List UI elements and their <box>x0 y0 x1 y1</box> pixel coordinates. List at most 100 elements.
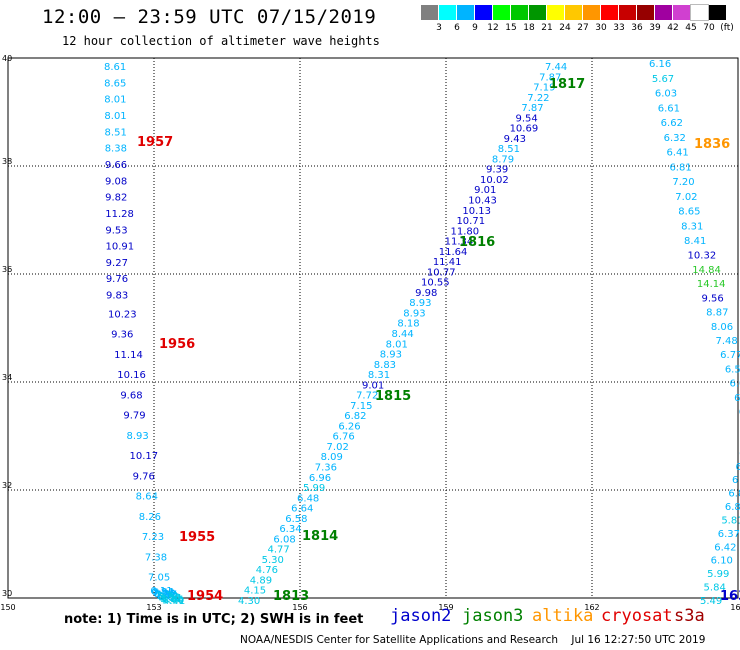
pass-time-label: 1815 <box>375 389 411 404</box>
wave-height-value: 6.41 <box>667 148 689 159</box>
wave-height-value: 6.56 <box>725 364 740 375</box>
wave-height-value: 7.55 <box>152 588 174 599</box>
lat-tick-label: 34 <box>2 373 12 382</box>
map-title: 12:00 – 23:59 UTC 07/15/2019 <box>42 6 377 28</box>
wave-height-value: 6.37 <box>718 529 740 540</box>
wave-height-value: 7.48 <box>716 336 738 347</box>
wave-height-value: 6.09 <box>729 379 740 390</box>
pass-time-label: 1814 <box>302 529 338 544</box>
wave-height-value: 6.03 <box>655 89 677 100</box>
pass-time-label: 1955 <box>179 530 215 545</box>
colorbar-label: 27 <box>577 23 589 33</box>
lat-tick-label: 32 <box>2 481 12 490</box>
lat-tick-label: 30 <box>2 589 12 598</box>
wave-height-value: 8.41 <box>684 236 706 247</box>
colorbar-swatch <box>421 5 438 20</box>
wave-height-value: 6.64 <box>291 504 313 515</box>
wave-height-value: 4.30 <box>238 596 260 607</box>
lon-tick-label: 159 <box>438 603 453 612</box>
wave-height-value: 4.41 <box>163 596 185 607</box>
colorbar-swatch <box>637 5 654 20</box>
wave-height-value: 6.42 <box>714 542 736 553</box>
wave-height-value: 6.96 <box>309 473 331 484</box>
wave-height-value: 5.49 <box>700 596 722 607</box>
wave-height-value: 7.87 <box>155 590 177 601</box>
lon-tick-label: 153 <box>146 603 161 612</box>
wave-height-value: 6 <box>732 475 738 486</box>
colorbar-label: 18 <box>523 23 535 33</box>
wave-height-value: 10.23 <box>108 309 137 320</box>
wave-height-value: 9.53 <box>105 225 127 236</box>
wave-height-value: 8.65 <box>104 78 126 89</box>
wave-height-value: 6.77 <box>720 350 740 361</box>
legend-altika: altika <box>532 606 594 626</box>
pass-time-label: 1954 <box>187 589 223 604</box>
colorbar-label: 24 <box>559 23 571 33</box>
wave-height-value: 8.38 <box>105 144 127 155</box>
wave-height-value: 4.77 <box>268 545 290 556</box>
wave-height-value: 6.5 <box>739 407 740 418</box>
wave-height-value: 6.32 <box>664 133 686 144</box>
wave-height-value: 10.32 <box>688 251 717 262</box>
wave-height-value: 8.83 <box>374 360 396 371</box>
wave-height-value: 11.80 <box>451 226 480 237</box>
wave-height-value: 9.54 <box>515 113 537 124</box>
wave-height-value: 8.01 <box>104 95 126 106</box>
colorbar-label: 70 <box>703 23 715 33</box>
wave-height-value: 9.76 <box>133 471 155 482</box>
map-frame <box>7 57 739 599</box>
wave-height-value: 8.51 <box>105 127 127 138</box>
wave-height-value: 6.16 <box>649 59 671 70</box>
wave-height-value: 8.87 <box>706 308 728 319</box>
pass-time-label: 1957 <box>137 135 173 150</box>
colorbar-label: 15 <box>505 23 517 33</box>
wave-height-value: 9.68 <box>120 390 142 401</box>
colorbar-swatch <box>493 5 510 20</box>
colorbar-swatch <box>565 5 582 20</box>
credit-line: NOAA/NESDIS Center for Satellite Applica… <box>240 634 706 646</box>
colorbar-swatch <box>529 5 546 20</box>
pass-time-label: 1813 <box>273 589 309 604</box>
wave-height-value: 9.08 <box>105 176 127 187</box>
wave-height-value: 4.95 <box>159 593 181 604</box>
lon-tick-label: 150 <box>0 603 15 612</box>
wave-height-value: 8.06 <box>711 322 733 333</box>
wave-height-value: 7.38 <box>145 552 167 563</box>
wave-height-value: 7.02 <box>327 442 349 453</box>
legend-jason3: jason3 <box>462 606 524 626</box>
wave-height-value: 7.72 <box>356 391 378 402</box>
wave-height-value: 5.50 <box>158 593 180 604</box>
colorbar-swatch <box>673 5 690 20</box>
wave-height-value: 7.10 <box>156 590 178 601</box>
wave-height-value: 14.84 <box>692 265 721 276</box>
wave-height-value: 10.69 <box>510 124 539 135</box>
wave-height-value: 9.56 <box>702 293 724 304</box>
wave-height-value: 9.01 <box>362 380 384 391</box>
wave-height-value: 4.89 <box>250 575 272 586</box>
wave-height-value: 6.10 <box>711 556 733 567</box>
lat-tick-label: 36 <box>2 265 12 274</box>
wave-height-value: 8.12 <box>154 589 176 600</box>
wave-height-value: 8.79 <box>492 154 514 165</box>
wave-height-value: 4.76 <box>256 565 278 576</box>
wave-height-value: 10.17 <box>130 451 159 462</box>
colorbar-label: 12 <box>487 23 499 33</box>
footer-note: note: 1) Time is in UTC; 2) SWH is in fe… <box>64 612 364 627</box>
lon-tick-label: 165 <box>730 603 740 612</box>
wave-height-value: 10.43 <box>468 196 497 207</box>
wave-height-value: 10.02 <box>480 175 509 186</box>
wave-height-value: 10.77 <box>427 267 456 278</box>
map-subtitle: 12 hour collection of altimeter wave hei… <box>62 34 380 48</box>
wave-height-value: 6.84 <box>151 587 173 598</box>
lon-tick-label: 162 <box>584 603 599 612</box>
colorbar-swatch <box>475 5 492 20</box>
pass-time-label: 163 <box>720 589 740 604</box>
wave-height-value: 7.22 <box>527 93 549 104</box>
wave-height-value: 10.16 <box>117 370 146 381</box>
wave-height-value: 14.14 <box>697 279 726 290</box>
colorbar-label: 39 <box>649 23 661 33</box>
wave-height-value: 8.31 <box>368 370 390 381</box>
wave-height-value: 7.36 <box>315 463 337 474</box>
colorbar-swatch <box>583 5 600 20</box>
wave-height-value: 10.91 <box>106 242 135 253</box>
